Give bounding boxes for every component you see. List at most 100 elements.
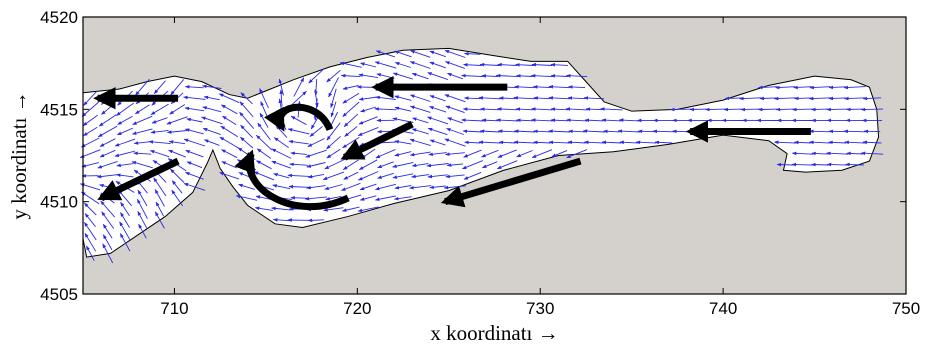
velocity-vector bbox=[531, 149, 553, 159]
velocity-vector bbox=[257, 122, 271, 141]
velocity-vector bbox=[601, 140, 622, 145]
x-axis-label: x koordinatı → bbox=[430, 321, 558, 345]
velocity-vector bbox=[256, 160, 272, 170]
velocity-vector bbox=[137, 211, 148, 230]
velocity-vector bbox=[256, 148, 272, 159]
flow-arrow bbox=[440, 157, 582, 208]
velocity-vector bbox=[481, 118, 498, 123]
velocity-vector bbox=[672, 129, 690, 134]
velocity-vector bbox=[461, 73, 484, 78]
velocity-vector bbox=[326, 122, 341, 141]
velocity-vector bbox=[794, 96, 811, 101]
velocity-vector bbox=[533, 129, 551, 134]
y-axis-ticks: 4505 4510 4515 4520 bbox=[40, 8, 906, 304]
velocity-vector bbox=[463, 149, 482, 158]
velocity-vector bbox=[330, 101, 337, 118]
velocity-vector bbox=[358, 116, 378, 125]
x-tick-label: 720 bbox=[343, 299, 371, 318]
velocity-vector bbox=[532, 85, 551, 89]
velocity-vector bbox=[359, 183, 377, 191]
velocity-vector bbox=[102, 243, 114, 264]
velocity-vector bbox=[307, 173, 325, 179]
velocity-vector bbox=[97, 160, 118, 169]
velocity-vector bbox=[326, 69, 341, 83]
velocity-vector bbox=[516, 74, 533, 78]
velocity-vector bbox=[185, 171, 204, 180]
velocity-vector bbox=[550, 118, 569, 122]
velocity-vector bbox=[862, 96, 882, 101]
velocity-vector bbox=[99, 149, 116, 158]
velocity-vector bbox=[568, 129, 585, 134]
velocity-vector bbox=[374, 107, 397, 111]
velocity-vector bbox=[792, 107, 813, 112]
velocity-vector bbox=[548, 85, 570, 89]
velocity-vector bbox=[603, 129, 620, 134]
velocity-vector bbox=[153, 177, 167, 197]
velocity-vector bbox=[548, 140, 570, 145]
velocity-vector bbox=[464, 51, 481, 56]
velocity-vector bbox=[776, 162, 794, 167]
velocity-vector bbox=[826, 162, 848, 167]
velocity-vector bbox=[530, 73, 553, 78]
velocity-vector bbox=[137, 198, 148, 220]
velocity-vector bbox=[654, 140, 673, 145]
velocity-vector bbox=[809, 140, 831, 145]
velocity-vector bbox=[168, 140, 186, 145]
velocity-vector bbox=[428, 152, 447, 157]
velocity-vector bbox=[340, 73, 361, 78]
velocity-vector bbox=[740, 107, 761, 112]
velocity-vector bbox=[131, 161, 153, 169]
velocity-vector bbox=[323, 207, 344, 212]
velocity-vector bbox=[409, 61, 431, 69]
velocity-vector bbox=[446, 163, 464, 167]
velocity-vector bbox=[844, 140, 865, 145]
y-tick-label: 4510 bbox=[40, 193, 78, 212]
velocity-vector bbox=[811, 107, 829, 112]
velocity-vector bbox=[394, 140, 412, 145]
velocity-vector bbox=[219, 172, 240, 180]
velocity-vector bbox=[585, 107, 603, 111]
velocity-vector bbox=[186, 117, 203, 123]
velocity-vector bbox=[723, 107, 743, 112]
velocity-vector bbox=[548, 96, 571, 100]
x-tick-label: 730 bbox=[526, 299, 554, 318]
velocity-vector bbox=[221, 104, 238, 115]
velocity-vector bbox=[497, 149, 517, 158]
x-axis-ticks: 710 720 730 740 750 bbox=[160, 17, 920, 318]
velocity-vector bbox=[117, 115, 133, 125]
velocity-vector bbox=[120, 212, 130, 229]
velocity-vector bbox=[377, 172, 394, 179]
velocity-vector bbox=[114, 150, 136, 158]
velocity-vector bbox=[862, 140, 882, 145]
velocity-vector bbox=[102, 234, 113, 251]
velocity-vector bbox=[478, 96, 501, 100]
velocity-vector bbox=[394, 50, 412, 58]
velocity-vector bbox=[515, 107, 534, 111]
velocity-vector bbox=[84, 222, 97, 241]
velocity-vector bbox=[133, 141, 151, 145]
velocity-vector bbox=[133, 151, 152, 156]
velocity-vector bbox=[288, 184, 309, 189]
velocity-vector bbox=[84, 213, 96, 227]
velocity-vector bbox=[116, 127, 133, 136]
velocity-vector bbox=[394, 185, 412, 190]
velocity-vector bbox=[567, 140, 586, 145]
velocity-vector bbox=[584, 118, 604, 122]
velocity-vector bbox=[497, 62, 517, 67]
velocity-vector bbox=[308, 68, 324, 84]
velocity-vector bbox=[342, 92, 360, 104]
velocity-vector bbox=[307, 138, 325, 148]
velocity-vector bbox=[652, 129, 675, 134]
velocity-vector bbox=[809, 85, 831, 90]
velocity-vector bbox=[550, 62, 569, 67]
velocity-vector bbox=[601, 118, 622, 122]
velocity-vector bbox=[808, 96, 831, 101]
velocity-vector bbox=[811, 151, 829, 156]
velocity-vector bbox=[339, 61, 362, 68]
velocity-vector bbox=[375, 148, 396, 159]
velocity-vector bbox=[427, 127, 448, 136]
velocity-vector bbox=[357, 171, 379, 181]
velocity-vector bbox=[183, 138, 206, 147]
y-tick-label: 4520 bbox=[40, 8, 78, 27]
